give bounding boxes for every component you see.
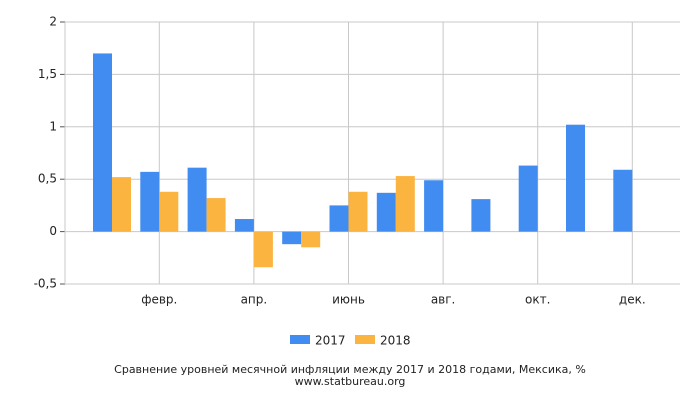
source: www.statbureau.org — [295, 375, 406, 388]
bar — [253, 231, 273, 268]
y-tick-label: 1 — [49, 119, 57, 133]
x-tick-label: февр. — [141, 293, 177, 307]
bar — [376, 192, 396, 232]
bar — [187, 167, 207, 232]
bar — [282, 231, 302, 245]
bar — [613, 169, 633, 232]
x-tick-label: июнь — [332, 293, 365, 307]
bar — [140, 171, 160, 232]
bar — [395, 176, 415, 232]
bar — [112, 177, 131, 232]
x-tick-label: дек. — [619, 293, 646, 307]
legend-label: 2017 — [315, 334, 346, 348]
bar — [234, 219, 254, 232]
bar — [566, 124, 585, 232]
y-tick-label: 1,5 — [38, 67, 57, 81]
chart-title: Сравнение уровней месячной инфляции межд… — [114, 363, 586, 376]
legend-swatch — [355, 335, 375, 344]
bar — [301, 231, 321, 248]
bar — [518, 165, 538, 232]
bar — [206, 198, 226, 232]
x-tick-label: окт. — [525, 293, 550, 307]
x-tick-label: авг. — [431, 293, 456, 307]
x-tick-label: апр. — [241, 293, 268, 307]
bar — [348, 191, 368, 232]
y-tick-label: 2 — [49, 15, 57, 29]
y-tick-label: 0 — [49, 224, 57, 238]
y-tick-label: -0,5 — [34, 277, 57, 291]
legend-swatch — [290, 335, 310, 344]
bar — [159, 191, 179, 232]
bar — [424, 180, 444, 232]
bar — [471, 199, 491, 232]
bar — [329, 205, 349, 232]
y-tick-label: 0,5 — [38, 172, 57, 186]
bar — [93, 53, 112, 232]
legend-label: 2018 — [380, 334, 411, 348]
